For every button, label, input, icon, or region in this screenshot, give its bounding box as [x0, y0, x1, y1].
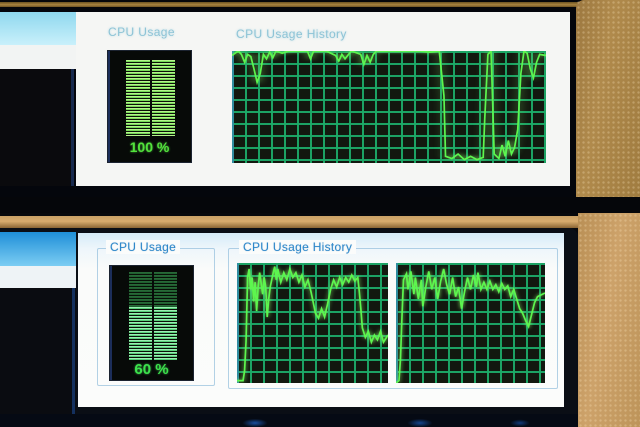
- screen: CPU Usage 100 % CPU Usage History: [0, 7, 578, 197]
- cpu-usage-label: CPU Usage: [106, 240, 181, 254]
- cpu-history-line-core2: [396, 263, 545, 383]
- dark-screen-region: [0, 69, 74, 186]
- cpu-usage-value: 100 %: [129, 139, 170, 155]
- taskmanager-performance-panel: CPU Usage 100 % CPU Usage History: [76, 12, 570, 186]
- photo-top-single-core: CPU Usage 100 % CPU Usage History: [0, 0, 640, 213]
- cpu-history-line-core1: [237, 263, 388, 383]
- cpu-usage-label: CPU Usage: [108, 25, 175, 39]
- laptop-bezel-right: [576, 0, 640, 197]
- taskmanager-performance-panel: CPU Usage 60 % CPU Usage History: [78, 233, 564, 407]
- cpu-history-graph-core2: [396, 263, 545, 383]
- screen: CPU Usage 60 % CPU Usage History: [0, 226, 580, 414]
- bezel-top-edge: [0, 2, 640, 7]
- window-tab-strip: [0, 12, 76, 45]
- cpu-usage-meter: 100 %: [107, 50, 192, 163]
- cpu-history-line: [232, 51, 546, 163]
- bezel-top-edge: [0, 216, 640, 228]
- cpu-history-groupbox: [228, 248, 558, 389]
- meter-column-divider: [152, 272, 154, 360]
- window-band: [0, 266, 76, 288]
- cpu-usage-meter-bar: [129, 272, 177, 360]
- laptop-bezel-right: [578, 213, 640, 427]
- cpu-usage-value: 60 %: [134, 361, 169, 378]
- cpu-usage-meter-bar: [126, 60, 175, 136]
- window-band: [0, 45, 76, 69]
- cpu-history-graph-core1: [237, 263, 388, 383]
- cpu-history-label: CPU Usage History: [236, 27, 347, 41]
- meter-column-divider: [149, 60, 152, 136]
- screen-bottom-edge: [0, 414, 640, 427]
- cpu-history-graph: [232, 51, 546, 163]
- photo-bottom-dual-core: CPU Usage 60 % CPU Usage History: [0, 213, 640, 427]
- window-tab-strip: [0, 232, 76, 266]
- cpu-usage-meter: 60 %: [109, 265, 194, 381]
- cpu-history-label: CPU Usage History: [239, 240, 357, 254]
- dark-screen-region: [0, 288, 75, 414]
